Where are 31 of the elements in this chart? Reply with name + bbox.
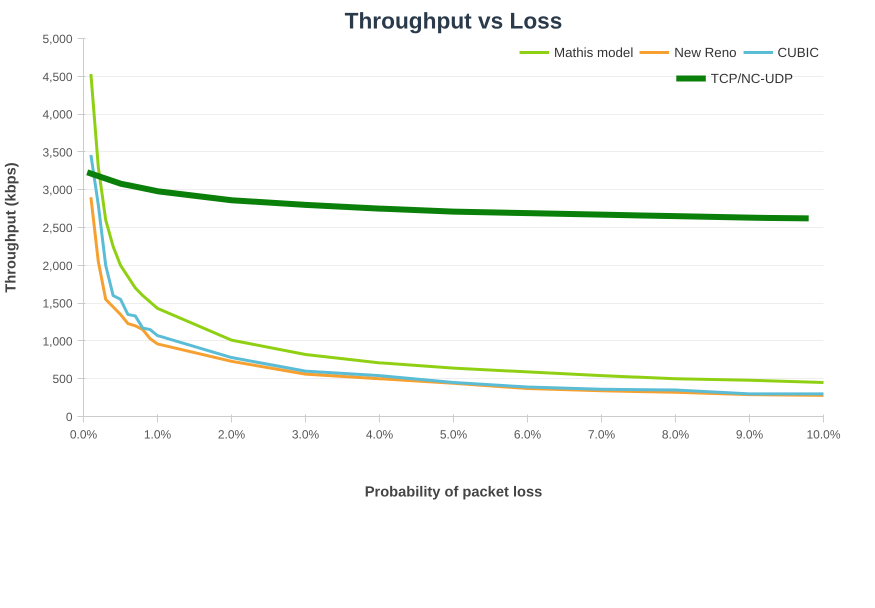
y-tick-label: 5,000 — [42, 32, 73, 46]
y-tick-label: 1,500 — [42, 296, 73, 311]
x-tick-label: 6.0% — [514, 428, 542, 442]
x-tick-label: 4.0% — [366, 428, 394, 442]
legend-label: Mathis model — [554, 44, 634, 60]
x-tick-label: 5.0% — [440, 428, 468, 442]
y-tick-label: 3,000 — [42, 183, 73, 198]
x-tick-label: 2.0% — [218, 428, 246, 442]
x-tick-label: 8.0% — [662, 428, 690, 442]
line-series — [89, 153, 824, 396]
x-tick-label: 3.0% — [292, 428, 320, 442]
y-tick-label: 4,500 — [42, 70, 73, 84]
x-tick-label: 10.0% — [806, 428, 841, 442]
x-tick-label: 0.0% — [70, 428, 98, 442]
y-tick-label: 0 — [66, 410, 73, 424]
y-tick-label: 3,500 — [42, 145, 73, 160]
x-tick-label: 1.0% — [144, 428, 172, 442]
y-tick-label: 4,000 — [42, 108, 73, 122]
y-tick-label: 2,500 — [42, 221, 73, 235]
x-tick-label: 7.0% — [588, 428, 616, 442]
legend-label: New Reno — [674, 44, 737, 60]
line-series — [89, 72, 824, 384]
chart-title: Throughput vs Loss — [344, 8, 562, 34]
y-tick-label: 1,000 — [42, 334, 73, 348]
y-tick-label: 2,000 — [42, 258, 73, 273]
x-tick-label: 9.0% — [736, 428, 764, 442]
legend-label: CUBIC — [778, 44, 819, 60]
legend-label: TCP/NC-UDP — [710, 70, 793, 86]
y-axis-title: Throughput (kbps) — [3, 162, 20, 293]
y-tick-label: 500 — [52, 372, 73, 386]
x-axis-title: Probability of packet loss — [364, 484, 542, 500]
